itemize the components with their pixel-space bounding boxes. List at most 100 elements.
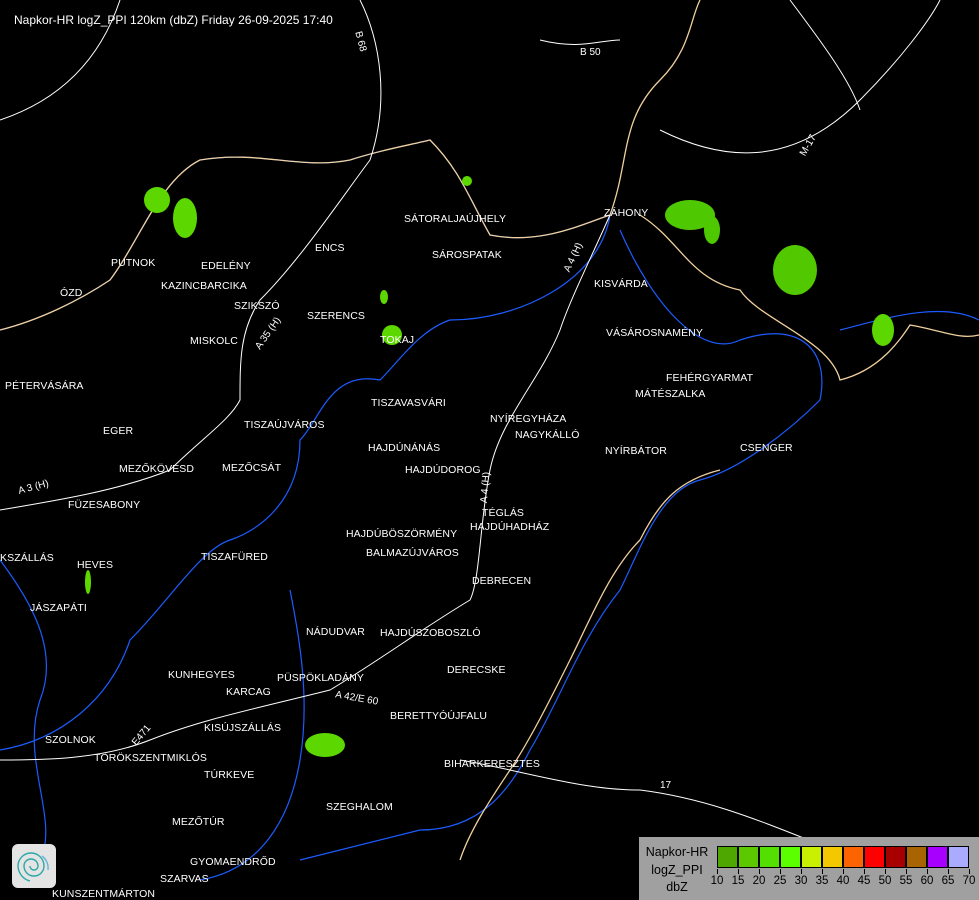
line-ne	[789, 0, 861, 111]
echo-cell	[462, 176, 472, 186]
city-label: SZOLNOK	[45, 734, 96, 746]
legend-swatch	[864, 846, 885, 868]
legend-swatch	[843, 846, 864, 868]
legend-tick	[969, 869, 970, 874]
echo-cell	[305, 733, 345, 757]
legend-swatch	[738, 846, 759, 868]
border-romania-east	[459, 469, 721, 861]
legend-tick	[822, 869, 823, 874]
city-label: KISVÁRDA	[594, 278, 648, 290]
city-label: SZARVAS	[160, 873, 209, 885]
legend-tick-label: 50	[878, 875, 892, 887]
legend-tick	[759, 869, 760, 874]
border-romania-north	[639, 214, 979, 381]
city-label: HAJDÚBÖSZÖRMÉNY	[346, 528, 458, 540]
city-label: HAJDÚDOROG	[405, 464, 481, 476]
legend-swatch	[822, 846, 843, 868]
city-label: BERETTYÓÚJFALU	[390, 710, 488, 722]
city-label: GYOMAENDRŐD	[190, 856, 276, 868]
line-nw	[0, 0, 121, 121]
legend-tick-label: 70	[962, 875, 976, 887]
city-label: KISÚJSZÁLLÁS	[204, 722, 282, 734]
borders	[0, 0, 979, 861]
city-label: KUNHEGYES	[168, 669, 235, 681]
radar-logo-icon	[12, 844, 56, 888]
river-north	[0, 139, 611, 331]
legend-tick-label: 60	[920, 875, 934, 887]
road-label: 17	[660, 780, 672, 791]
legend-tick-label: 30	[794, 875, 808, 887]
echo-cell	[872, 314, 894, 346]
city-label: PÜSPÖKLADÁNY	[277, 672, 364, 684]
legend-swatch	[948, 846, 969, 868]
city-label: ÓZD	[60, 287, 83, 299]
city-label: BIHARKERESZTES	[444, 758, 540, 770]
city-label: NYÍRBÁTOR	[605, 445, 667, 457]
radar-echoes	[85, 176, 894, 757]
legend-tick-label: 10	[710, 875, 724, 887]
city-label: FÜZESABONY	[68, 499, 141, 511]
city-label: KARCAG	[226, 686, 271, 698]
legend-tick	[906, 869, 907, 874]
road-b50	[539, 39, 621, 45]
legend-line: dbZ	[666, 880, 688, 894]
city-label: JÁSZAPÁTI	[30, 602, 87, 614]
city-label: CSENGER	[740, 442, 793, 454]
city-label: VÁSÁROSNAMÉNY	[606, 327, 703, 339]
echo-cell	[773, 245, 817, 295]
legend-tick-label: 45	[857, 875, 871, 887]
city-label: DERECSKE	[447, 664, 506, 676]
legend-tick-label: 55	[899, 875, 913, 887]
legend-swatch	[885, 846, 906, 868]
city-label: TOKAJ	[380, 334, 415, 346]
city-label: HEVES	[77, 559, 114, 571]
city-label: MEZŐKÖVESD	[119, 463, 195, 475]
echo-cell	[144, 187, 170, 213]
river-canal	[199, 589, 305, 881]
legend-tick-label: 35	[815, 875, 829, 887]
river-tisza	[0, 214, 611, 751]
legend-tick-label: 15	[731, 875, 745, 887]
city-label: TISZAVASVÁRI	[371, 397, 446, 409]
legend-swatch	[906, 846, 927, 868]
city-label: PUTNOK	[111, 257, 156, 269]
river-zagyva	[0, 559, 48, 861]
legend-tick-label: 20	[752, 875, 766, 887]
legend-swatch	[780, 846, 801, 868]
legend-tick-label: 40	[836, 875, 850, 887]
legend-tick-label: 65	[941, 875, 955, 887]
city-label: HAJDÚNÁNÁS	[368, 442, 441, 454]
city-label: TÖRÖKSZENTMIKLÓS	[94, 752, 208, 764]
river-szamos	[839, 310, 979, 331]
border-slovakia-ukraine	[0, 0, 701, 331]
legend-line: Napkor-HR	[645, 845, 709, 859]
legend-tick	[864, 869, 865, 874]
city-label: MISKOLC	[190, 335, 238, 347]
echo-cell	[85, 570, 91, 594]
city-label: SÁROSPATAK	[432, 249, 502, 261]
road-a4	[0, 214, 611, 761]
city-label: PÉTERVÁSÁRA	[5, 380, 84, 392]
road-17	[459, 759, 861, 861]
city-label: TISZAFÜRED	[201, 551, 268, 563]
city-label: TISZAÚJVÁROS	[244, 419, 325, 431]
city-label: EGER	[103, 425, 134, 437]
legend-tick	[948, 869, 949, 874]
legend-tick	[738, 869, 739, 874]
echo-cell	[665, 200, 715, 230]
city-label: HAJDÚSZOBOSZLÓ	[380, 627, 481, 639]
roads-and-lines	[0, 0, 941, 861]
echo-cell	[380, 290, 388, 304]
river-east	[299, 229, 823, 861]
echo-cell	[704, 216, 720, 244]
legend-tick	[885, 869, 886, 874]
city-label: TÉGLÁS	[482, 507, 525, 519]
city-label: KUNSZENTMÁRTON	[52, 888, 156, 900]
road-label: B 50	[580, 47, 601, 58]
road-m17	[659, 0, 941, 154]
city-label: ZÁHONY	[604, 207, 649, 219]
legend-tick	[927, 869, 928, 874]
legend-tick	[780, 869, 781, 874]
